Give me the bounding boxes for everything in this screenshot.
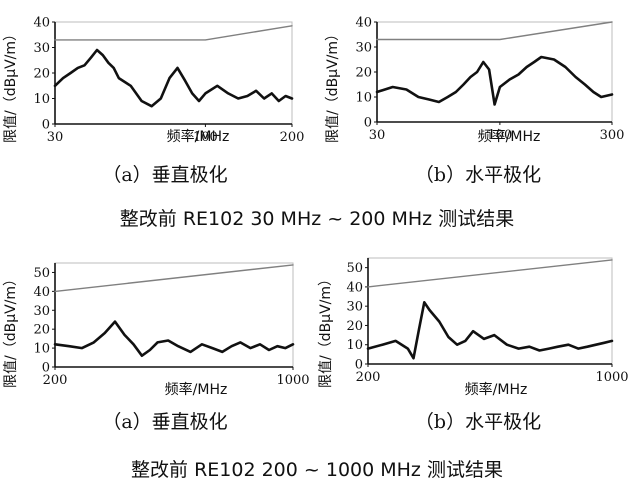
x-tick-label: 100 xyxy=(193,130,218,145)
sub-caption: （b）水平极化 xyxy=(415,411,541,433)
x-tick-label: 200 xyxy=(43,373,68,388)
x-tick-label: 100 xyxy=(487,128,512,143)
y-tick-label: 10 xyxy=(346,338,363,353)
y-tick-label: 40 xyxy=(355,16,372,31)
y-tick-label: 10 xyxy=(33,92,50,107)
y-axis-title: 限值/（dBμV/m） xyxy=(318,272,334,388)
y-tick-label: 0 xyxy=(42,118,50,133)
y-tick-label: 40 xyxy=(33,16,50,31)
x-axis-title: 频率/MHz xyxy=(165,381,228,398)
x-tick-label: 1000 xyxy=(595,370,628,385)
x-tick-label: 30 xyxy=(369,128,386,143)
y-tick-label: 50 xyxy=(33,266,50,281)
y-tick-label: 40 xyxy=(33,285,50,300)
x-tick-label: 200 xyxy=(356,370,381,385)
x-axis-title: 频率/MHz xyxy=(478,128,541,145)
limit-line xyxy=(367,259,613,288)
x-axis-title: 频率/MHz xyxy=(167,128,230,145)
x-axis-title: 频率/MHz xyxy=(465,381,528,398)
chart-panel-1: 0 10 20 30 40 30 100 200 频率/MHz 限值/（dBμV/m） （a）垂直极… xyxy=(3,16,304,187)
x-tick-label: 1000 xyxy=(276,373,309,388)
x-tick-label: 200 xyxy=(280,130,305,145)
y-axis-title: 限值/（dBμV/m） xyxy=(325,27,341,143)
y-tick-label: 10 xyxy=(355,91,372,106)
y-tick-label: 0 xyxy=(42,361,50,376)
plot-frame xyxy=(376,21,613,123)
chart-panel-3: 0 10 20 30 40 50 200 1000 频率/MHz 限值/（dBμV/m） （a）垂直… xyxy=(3,262,310,433)
limit-line xyxy=(54,25,293,41)
measured-line xyxy=(53,48,294,108)
y-tick-label: 30 xyxy=(33,304,50,319)
y-tick-label: 20 xyxy=(33,67,50,82)
y-tick-label: 20 xyxy=(355,66,372,81)
y-axis-title: 限值/（dBμV/m） xyxy=(3,27,19,143)
caption-top: 整改前 RE102 30 MHz ~ 200 MHz 测试结果 xyxy=(120,208,514,230)
y-tick-label: 10 xyxy=(33,342,50,357)
sub-caption: （b）水平极化 xyxy=(415,164,541,186)
y-tick-label: 20 xyxy=(33,323,50,338)
y-tick-label: 30 xyxy=(33,41,50,56)
chart-panel-2: 0 10 20 30 40 30 100 300 频率/MHz 限值/（dBμV/m） （b）水平极… xyxy=(325,16,624,187)
y-tick-label: 40 xyxy=(346,280,363,295)
y-axis-title: 限值/（dBμV/m） xyxy=(3,272,19,388)
measured-line xyxy=(375,55,614,106)
y-tick-label: 30 xyxy=(346,300,363,315)
x-tick-label: 300 xyxy=(600,128,625,143)
y-tick-label: 0 xyxy=(364,116,372,131)
y-tick-label: 30 xyxy=(355,41,372,56)
sub-caption: （a）垂直极化 xyxy=(102,411,227,433)
y-tick-label: 50 xyxy=(346,261,363,276)
sub-caption: （a）垂直极化 xyxy=(102,164,227,186)
x-tick-label: 30 xyxy=(47,130,64,145)
measured-line xyxy=(53,320,295,358)
limit-line xyxy=(376,21,613,41)
chart-panel-4: 0 10 20 30 40 50 200 1000 频率/MHz 限值/（dBμV/m） （b）水平… xyxy=(318,257,629,433)
y-tick-label: 20 xyxy=(346,319,363,334)
measured-line xyxy=(366,300,614,360)
limit-line xyxy=(54,264,294,293)
y-tick-label: 0 xyxy=(355,358,363,373)
caption-bottom: 整改前 RE102 200 ~ 1000 MHz 测试结果 xyxy=(131,459,503,481)
